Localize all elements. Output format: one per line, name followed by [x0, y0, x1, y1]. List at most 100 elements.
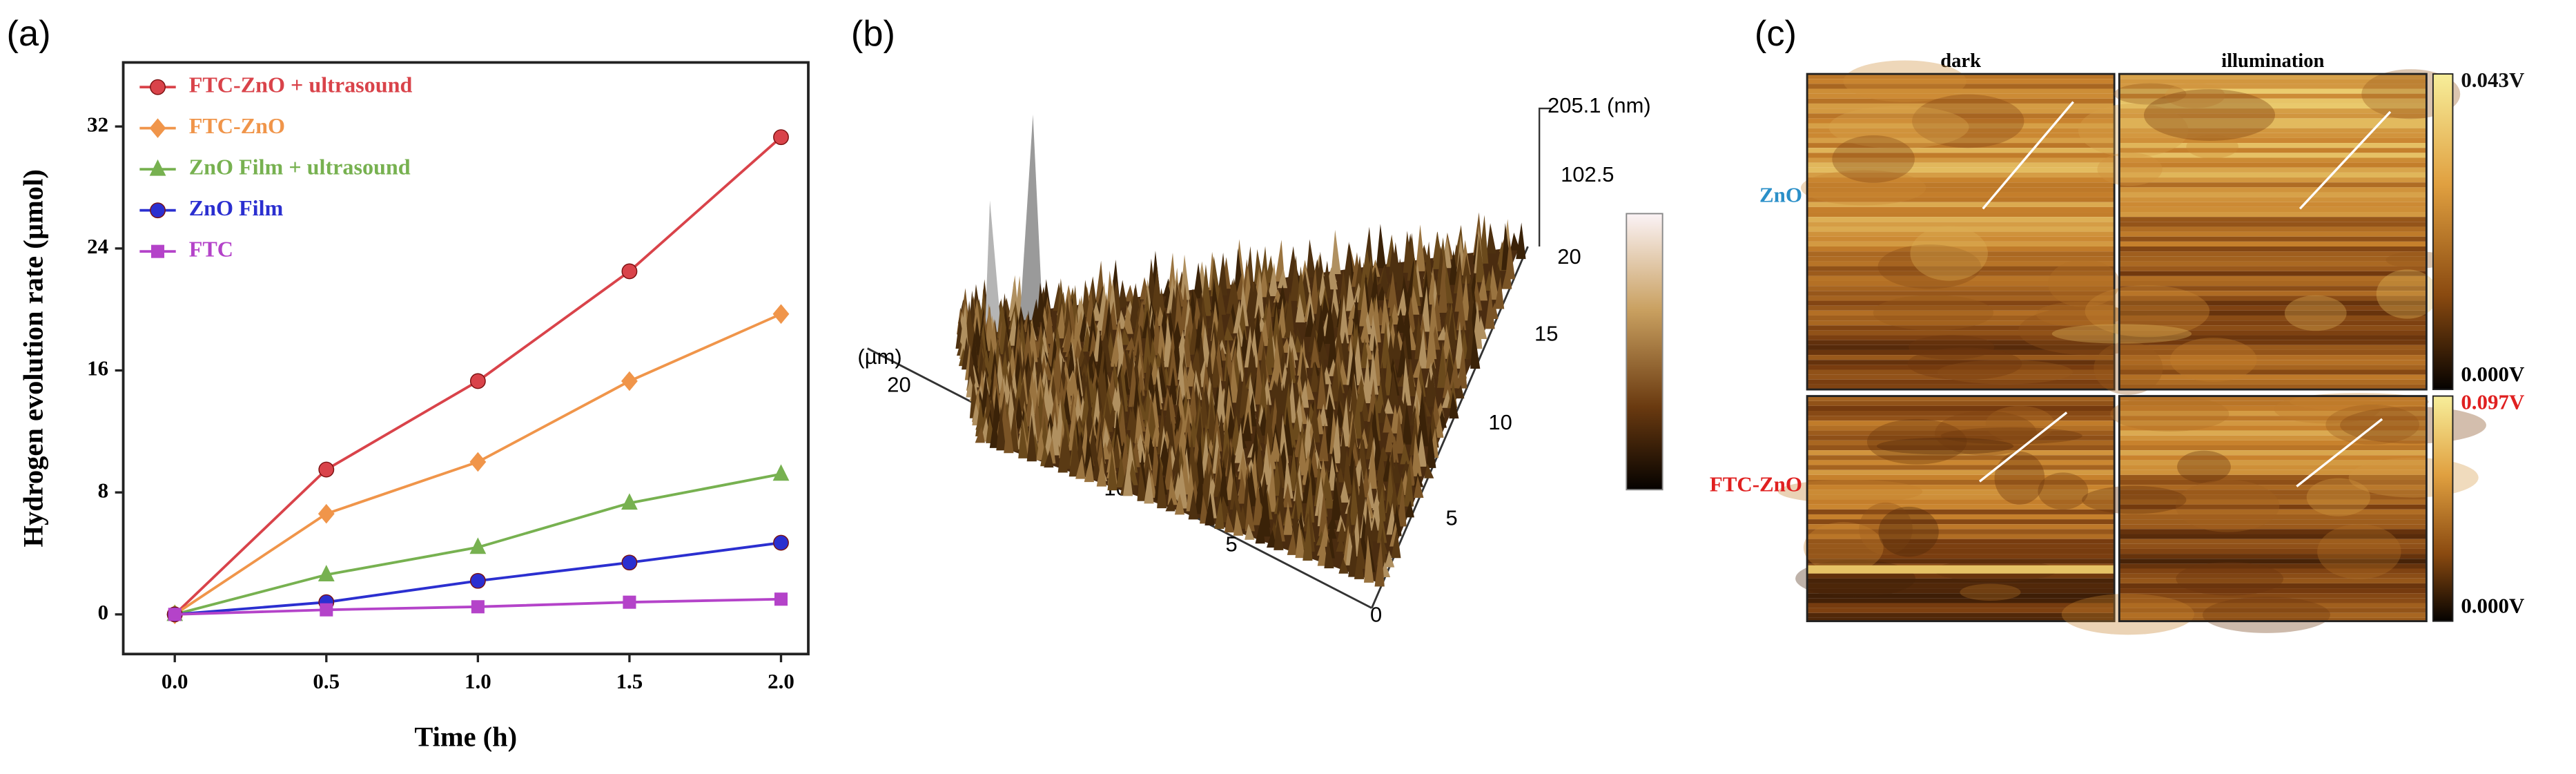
- spike: [984, 200, 1002, 332]
- scan-line: [1807, 474, 2115, 480]
- scan-line: [1807, 275, 2115, 281]
- spike: [1289, 255, 1300, 301]
- column-label: dark: [1940, 50, 1981, 72]
- x-tick-label: 2.0: [768, 669, 794, 693]
- spike: [1349, 475, 1360, 525]
- point: [621, 554, 638, 571]
- spike: [1129, 287, 1140, 329]
- scan-line: [1807, 74, 2115, 79]
- scan-line: [2119, 435, 2427, 441]
- scan-line: [1807, 490, 2115, 495]
- scan-line: [2119, 588, 2427, 594]
- blob: [2176, 479, 2280, 532]
- spike: [1004, 412, 1014, 454]
- scan-line: [1807, 79, 2115, 84]
- scan-line: [1807, 88, 2115, 94]
- spike: [1238, 505, 1248, 529]
- spike: [1188, 489, 1198, 520]
- point: [469, 373, 486, 389]
- scan-line: [1807, 578, 2115, 583]
- spike: [1461, 254, 1472, 284]
- x-tick-label: 1.0: [465, 669, 491, 693]
- map-frame: [1806, 395, 2116, 623]
- spike: [1238, 449, 1248, 480]
- blob: [1985, 405, 2055, 443]
- point: [469, 452, 487, 472]
- scan-line: [2119, 192, 2427, 197]
- scan-line: [2119, 246, 2427, 252]
- blob: [2348, 457, 2479, 498]
- scan-line: [1807, 153, 2115, 158]
- point: [469, 572, 486, 589]
- scan-line: [2119, 108, 2427, 114]
- blob: [2177, 450, 2231, 483]
- scan-line: [1807, 202, 2115, 207]
- spike: [1245, 491, 1255, 532]
- scan-line: [2119, 222, 2427, 227]
- spike: [1044, 450, 1054, 468]
- spike: [1151, 266, 1162, 309]
- colorbar: [2432, 395, 2454, 622]
- spike: [1254, 272, 1265, 318]
- spike: [1282, 382, 1293, 431]
- y-tick-label: 32: [87, 112, 108, 136]
- scan-line: [1807, 335, 2115, 340]
- spike: [1494, 277, 1505, 309]
- scan-line: [1807, 177, 2115, 183]
- point: [773, 534, 789, 551]
- scan-line: [2119, 519, 2427, 525]
- scan-line: [1807, 519, 2115, 525]
- legend-marker: [149, 159, 166, 176]
- x-tick-label: 1.5: [616, 669, 643, 693]
- spike: [1389, 370, 1399, 405]
- scan-line: [1807, 583, 2115, 589]
- scan-line: [2119, 84, 2427, 89]
- spike: [1428, 293, 1439, 341]
- spike: [1022, 322, 1033, 371]
- scan-line: [1807, 157, 2115, 163]
- x-tick-label: 0.0: [162, 669, 188, 693]
- spike: [1264, 397, 1274, 445]
- spike: [1376, 224, 1386, 269]
- colorbar-max: 0.043V: [2461, 68, 2524, 92]
- spike: [1231, 407, 1242, 425]
- scan-line: [1807, 123, 2115, 128]
- scan-line: [1807, 187, 2115, 193]
- spike: [1374, 539, 1385, 587]
- scan-line: [1807, 435, 2115, 441]
- spike: [1137, 462, 1147, 501]
- scan-line: [2119, 460, 2427, 465]
- blob: [1907, 347, 2022, 380]
- z-axis: [1538, 107, 1551, 247]
- spike: [1339, 480, 1349, 503]
- spike: [1329, 359, 1340, 402]
- spike: [1184, 360, 1196, 387]
- scan-line: [2119, 379, 2427, 385]
- blob: [1866, 418, 1967, 465]
- scan-line: [1807, 261, 2115, 267]
- scan-line: [1807, 440, 2115, 445]
- kpfm-map: [2051, 69, 2461, 395]
- column-label: illumination: [2221, 50, 2324, 72]
- spike: [1035, 371, 1045, 407]
- spike: [1258, 371, 1268, 420]
- blob: [2051, 324, 2192, 344]
- point: [621, 493, 638, 510]
- spike: [1378, 263, 1389, 292]
- scan-line: [2119, 330, 2427, 336]
- spike: [1194, 465, 1204, 514]
- spike: [1125, 337, 1135, 351]
- scan-line: [1807, 494, 2115, 500]
- point: [471, 600, 485, 614]
- spike: [1124, 284, 1135, 302]
- scan-line: [1807, 420, 2115, 426]
- scan-line: [2119, 320, 2427, 326]
- map-frame: [2118, 72, 2428, 391]
- x-tick-label: 0.5: [313, 669, 340, 693]
- blob: [1938, 360, 2073, 385]
- panel-label: (c): [1755, 14, 1797, 54]
- blob: [2274, 394, 2381, 424]
- blob: [2325, 404, 2420, 445]
- spike: [1107, 449, 1118, 491]
